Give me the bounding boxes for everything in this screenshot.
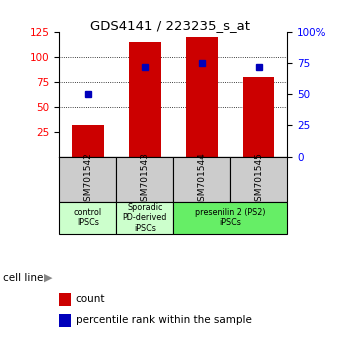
Text: ▶: ▶ bbox=[44, 273, 52, 283]
Bar bbox=[129, 42, 160, 156]
Text: control
IPSCs: control IPSCs bbox=[74, 208, 102, 228]
Text: Sporadic
PD-derived
iPSCs: Sporadic PD-derived iPSCs bbox=[123, 203, 167, 233]
Bar bbox=[231, 156, 287, 202]
Bar bbox=[173, 156, 231, 202]
Text: GSM701542: GSM701542 bbox=[84, 152, 92, 207]
Bar bbox=[173, 202, 287, 234]
Bar bbox=[59, 202, 116, 234]
Text: presenilin 2 (PS2)
iPSCs: presenilin 2 (PS2) iPSCs bbox=[195, 208, 266, 228]
Text: GDS4141 / 223235_s_at: GDS4141 / 223235_s_at bbox=[90, 19, 250, 33]
Bar bbox=[116, 156, 173, 202]
Text: GSM701544: GSM701544 bbox=[198, 152, 206, 207]
Text: percentile rank within the sample: percentile rank within the sample bbox=[76, 315, 252, 325]
Text: GSM701545: GSM701545 bbox=[254, 152, 263, 207]
Text: count: count bbox=[76, 294, 105, 304]
Bar bbox=[186, 37, 218, 156]
Bar bbox=[72, 125, 104, 156]
Text: cell line: cell line bbox=[3, 273, 44, 283]
Text: GSM701543: GSM701543 bbox=[140, 152, 149, 207]
Bar bbox=[59, 156, 116, 202]
Bar bbox=[116, 202, 173, 234]
Bar bbox=[243, 77, 274, 156]
